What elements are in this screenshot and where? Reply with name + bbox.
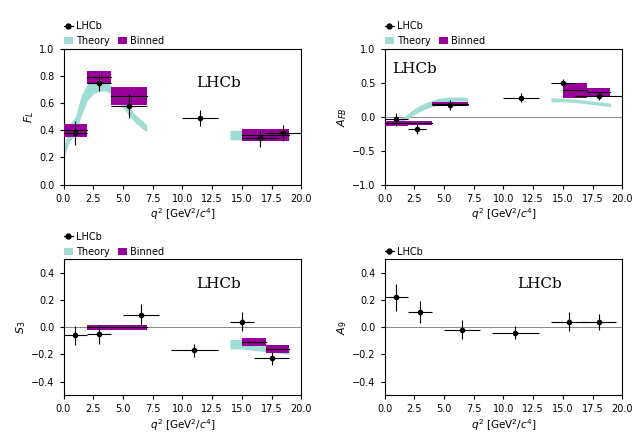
Legend: LHCb: LHCb bbox=[385, 21, 423, 31]
Bar bbox=[64, 123, 87, 137]
Bar bbox=[587, 88, 610, 96]
X-axis label: $q^2$ [GeV$^2$/$c^4$]: $q^2$ [GeV$^2$/$c^4$] bbox=[471, 206, 537, 222]
X-axis label: $q^2$ [GeV$^2$/$c^4$]: $q^2$ [GeV$^2$/$c^4$] bbox=[149, 206, 215, 222]
Text: LHCb: LHCb bbox=[196, 76, 241, 90]
Bar bbox=[265, 345, 290, 353]
X-axis label: $q^2$ [GeV$^2$/$c^4$]: $q^2$ [GeV$^2$/$c^4$] bbox=[471, 417, 537, 433]
Bar bbox=[111, 87, 147, 104]
Bar bbox=[265, 129, 290, 141]
Text: LHCb: LHCb bbox=[392, 62, 437, 76]
Text: LHCb: LHCb bbox=[517, 277, 561, 291]
Y-axis label: $F_L$: $F_L$ bbox=[22, 111, 36, 123]
Legend: LHCb: LHCb bbox=[385, 246, 423, 257]
Bar bbox=[111, 325, 147, 330]
Y-axis label: $A_{FB}$: $A_{FB}$ bbox=[335, 107, 349, 127]
Bar bbox=[563, 83, 587, 98]
Bar bbox=[242, 338, 265, 346]
Text: LHCb: LHCb bbox=[196, 277, 241, 291]
Y-axis label: $S_3$: $S_3$ bbox=[15, 321, 28, 334]
Bar bbox=[385, 121, 408, 126]
Bar bbox=[87, 71, 111, 84]
Bar bbox=[242, 129, 265, 141]
X-axis label: $q^2$ [GeV$^2$/$c^4$]: $q^2$ [GeV$^2$/$c^4$] bbox=[149, 417, 215, 433]
Legend: LHCb: LHCb bbox=[64, 21, 102, 31]
Bar bbox=[87, 325, 111, 330]
Legend: LHCb: LHCb bbox=[64, 232, 102, 242]
Y-axis label: $A_9$: $A_9$ bbox=[335, 320, 349, 334]
Bar bbox=[432, 102, 468, 105]
Bar bbox=[408, 121, 432, 125]
